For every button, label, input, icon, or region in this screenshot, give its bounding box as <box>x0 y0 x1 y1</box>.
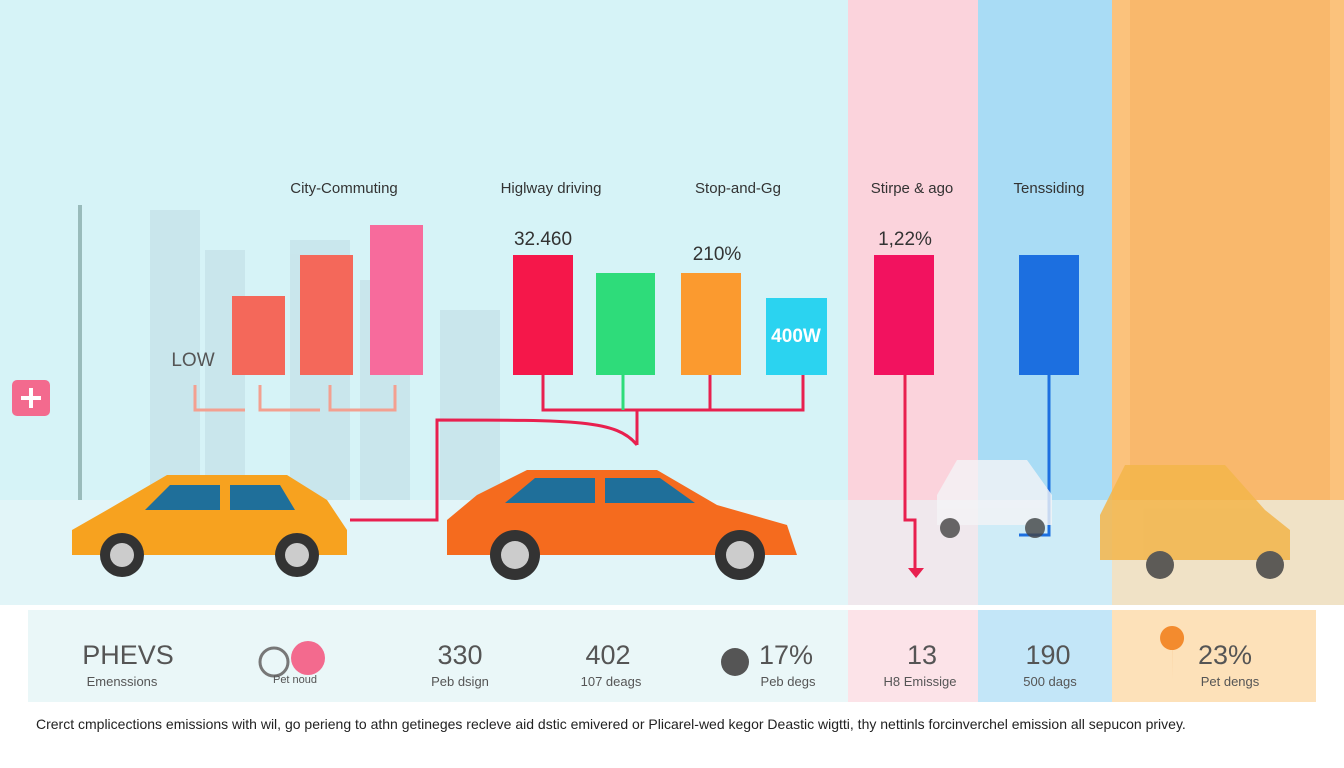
section-label: Stirpe & ago <box>870 180 954 197</box>
section-label: Stop-and-Gg <box>695 180 781 197</box>
annotation: 210% <box>692 244 742 265</box>
section-label: Higlway driving <box>500 180 602 197</box>
stat-caption: 107 deags <box>580 674 642 689</box>
stat-caption: H8 Emissige <box>883 674 957 689</box>
annotation: 400W <box>771 326 821 347</box>
stat-value: 402 <box>585 640 631 670</box>
car <box>937 460 1052 538</box>
stat-caption: Peb dsign <box>431 674 489 689</box>
stat-value: 190 <box>1025 640 1071 670</box>
stat-value: PHEVS <box>82 640 174 670</box>
annotation: LOW <box>171 350 215 371</box>
car <box>447 470 797 580</box>
annotation: 1,22% <box>878 229 932 250</box>
stat-value: 23% <box>1197 640 1253 670</box>
section-label: Tenssiding <box>1013 180 1085 197</box>
stat-value: 17% <box>758 640 814 670</box>
stat-value: 13 <box>906 640 938 670</box>
car <box>72 475 347 577</box>
stat-caption: Pet noud <box>272 674 318 686</box>
stat-caption: Emenssions <box>86 674 158 689</box>
stat-value: 330 <box>437 640 483 670</box>
stat-caption: 500 dags <box>1023 674 1077 689</box>
car <box>1100 465 1290 579</box>
stat-caption: Peb degs <box>760 674 816 689</box>
stat-caption: Pet dengs <box>1200 674 1260 689</box>
footer-text: Crerct cmplicections emissions with wil,… <box>36 716 1186 732</box>
section-label: City-Commuting <box>290 180 398 197</box>
annotation: 32.460 <box>513 229 573 250</box>
